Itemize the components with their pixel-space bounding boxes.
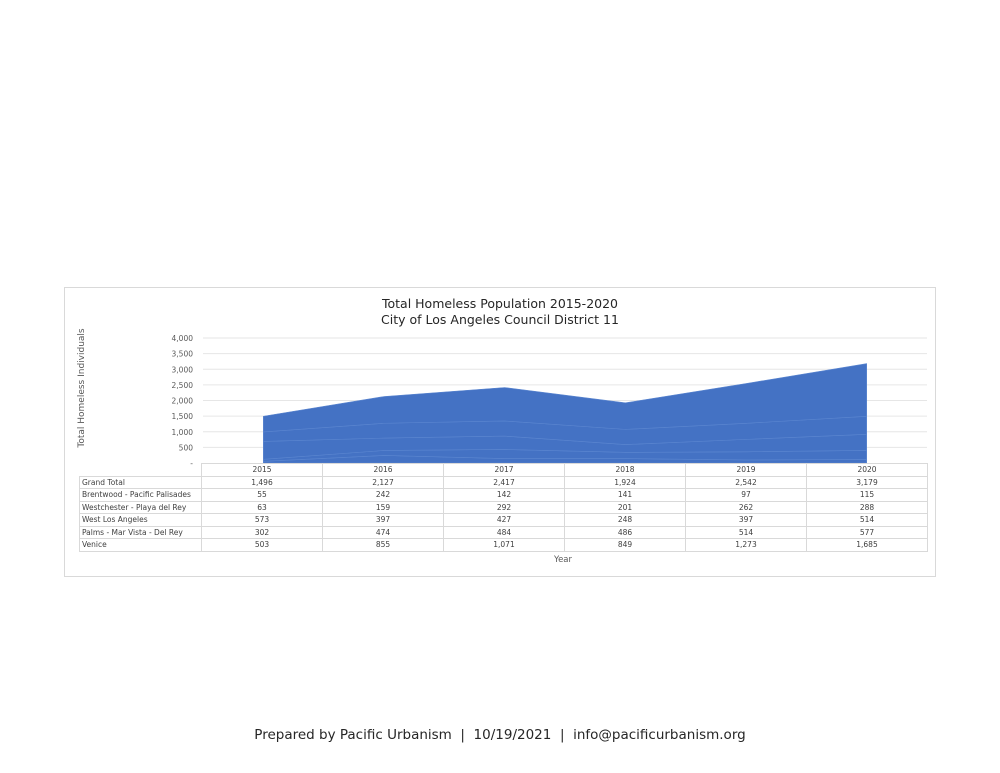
- column-header: 2020: [806, 463, 928, 477]
- table-cell: 288: [806, 500, 928, 514]
- y-tick-label: 3,500: [172, 350, 194, 359]
- table-cell: 242: [322, 488, 444, 502]
- table-row: Venice 503 855 1,071 849 1,273 1,685: [79, 538, 928, 552]
- chart-title: Total Homeless Population 2015-2020: [381, 296, 619, 311]
- table-cell: 141: [564, 488, 686, 502]
- table-row: Westchester - Playa del Rey 63 159 292 201 26…: [79, 500, 928, 514]
- data-table: 2015 2016 2017 2018 2019 2020 Grand Total 1,496…: [79, 463, 928, 552]
- table-cell: 302: [201, 525, 323, 539]
- y-tick-label: 1,500: [172, 412, 194, 421]
- table-cell: 849: [564, 538, 686, 552]
- table-cell: 577: [806, 525, 928, 539]
- table-cell: 55: [201, 488, 323, 502]
- table-cell: 1,924: [564, 475, 686, 489]
- table-cell: 1,071: [443, 538, 565, 552]
- table-cell: 2,542: [685, 475, 807, 489]
- column-header: 2015: [201, 463, 323, 477]
- column-header: 2018: [564, 463, 686, 477]
- y-tick-label: 2,500: [172, 381, 194, 390]
- table-cell: 201: [564, 500, 686, 514]
- table-row: Brentwood - Pacific Palisades 55 242 142 141…: [79, 488, 928, 502]
- table-cell: 486: [564, 525, 686, 539]
- chart-container: Total Homeless Population 2015-2020 City…: [64, 287, 936, 577]
- row-header: Westchester - Playa del Rey: [79, 500, 202, 514]
- y-tick-label: 4,000: [172, 334, 194, 343]
- table-cell: 514: [685, 525, 807, 539]
- table-cell: 159: [322, 500, 444, 514]
- y-tick-label: 2,000: [172, 397, 194, 406]
- table-cell: 3,179: [806, 475, 928, 489]
- table-cell: 855: [322, 538, 444, 552]
- table-cell: 97: [685, 488, 807, 502]
- table-cell: 2,417: [443, 475, 565, 489]
- row-header: Palms - Mar Vista - Del Rey: [79, 525, 202, 539]
- table-cell: 262: [685, 500, 807, 514]
- y-tick-label: 500: [179, 443, 194, 452]
- table-cell: 292: [443, 500, 565, 514]
- row-header: West Los Angeles: [79, 513, 202, 527]
- table-cell: 1,273: [685, 538, 807, 552]
- table-row: Grand Total 1,496 2,127 2,417 1,924 2,542 3,17…: [79, 475, 928, 489]
- table-cell: 2,127: [322, 475, 444, 489]
- table-cell: 503: [201, 538, 323, 552]
- row-header: Brentwood - Pacific Palisades: [79, 488, 202, 502]
- y-tick-label: 1,000: [172, 428, 194, 437]
- table-cell: 484: [443, 525, 565, 539]
- column-header: 2016: [322, 463, 444, 477]
- table-cell: 248: [564, 513, 686, 527]
- table-cell: 397: [685, 513, 807, 527]
- row-header: Venice: [79, 538, 202, 552]
- table-cell: 514: [806, 513, 928, 527]
- table-cell: 474: [322, 525, 444, 539]
- column-header: 2019: [685, 463, 807, 477]
- column-header: 2017: [443, 463, 565, 477]
- chart-subtitle: City of Los Angeles Council District 11: [381, 312, 619, 327]
- row-header: Grand Total: [79, 475, 202, 489]
- table-cell: 63: [201, 500, 323, 514]
- table-cell: 1,685: [806, 538, 928, 552]
- footer-credit: Prepared by Pacific Urbanism | 10/19/202…: [254, 727, 746, 743]
- y-tick-label: 3,000: [172, 365, 194, 374]
- table-cell: 397: [322, 513, 444, 527]
- table-cell: 142: [443, 488, 565, 502]
- table-cell: 427: [443, 513, 565, 527]
- table-row: Palms - Mar Vista - Del Rey 302 474 484 486 5…: [79, 525, 928, 539]
- table-cell: 1,496: [201, 475, 323, 489]
- x-axis-label: Year: [554, 555, 572, 565]
- table-cell: 573: [201, 513, 323, 527]
- table-row: West Los Angeles 573 397 427 248 397 514: [79, 513, 928, 527]
- area-series-5: [263, 363, 867, 433]
- table-cell: 115: [806, 488, 928, 502]
